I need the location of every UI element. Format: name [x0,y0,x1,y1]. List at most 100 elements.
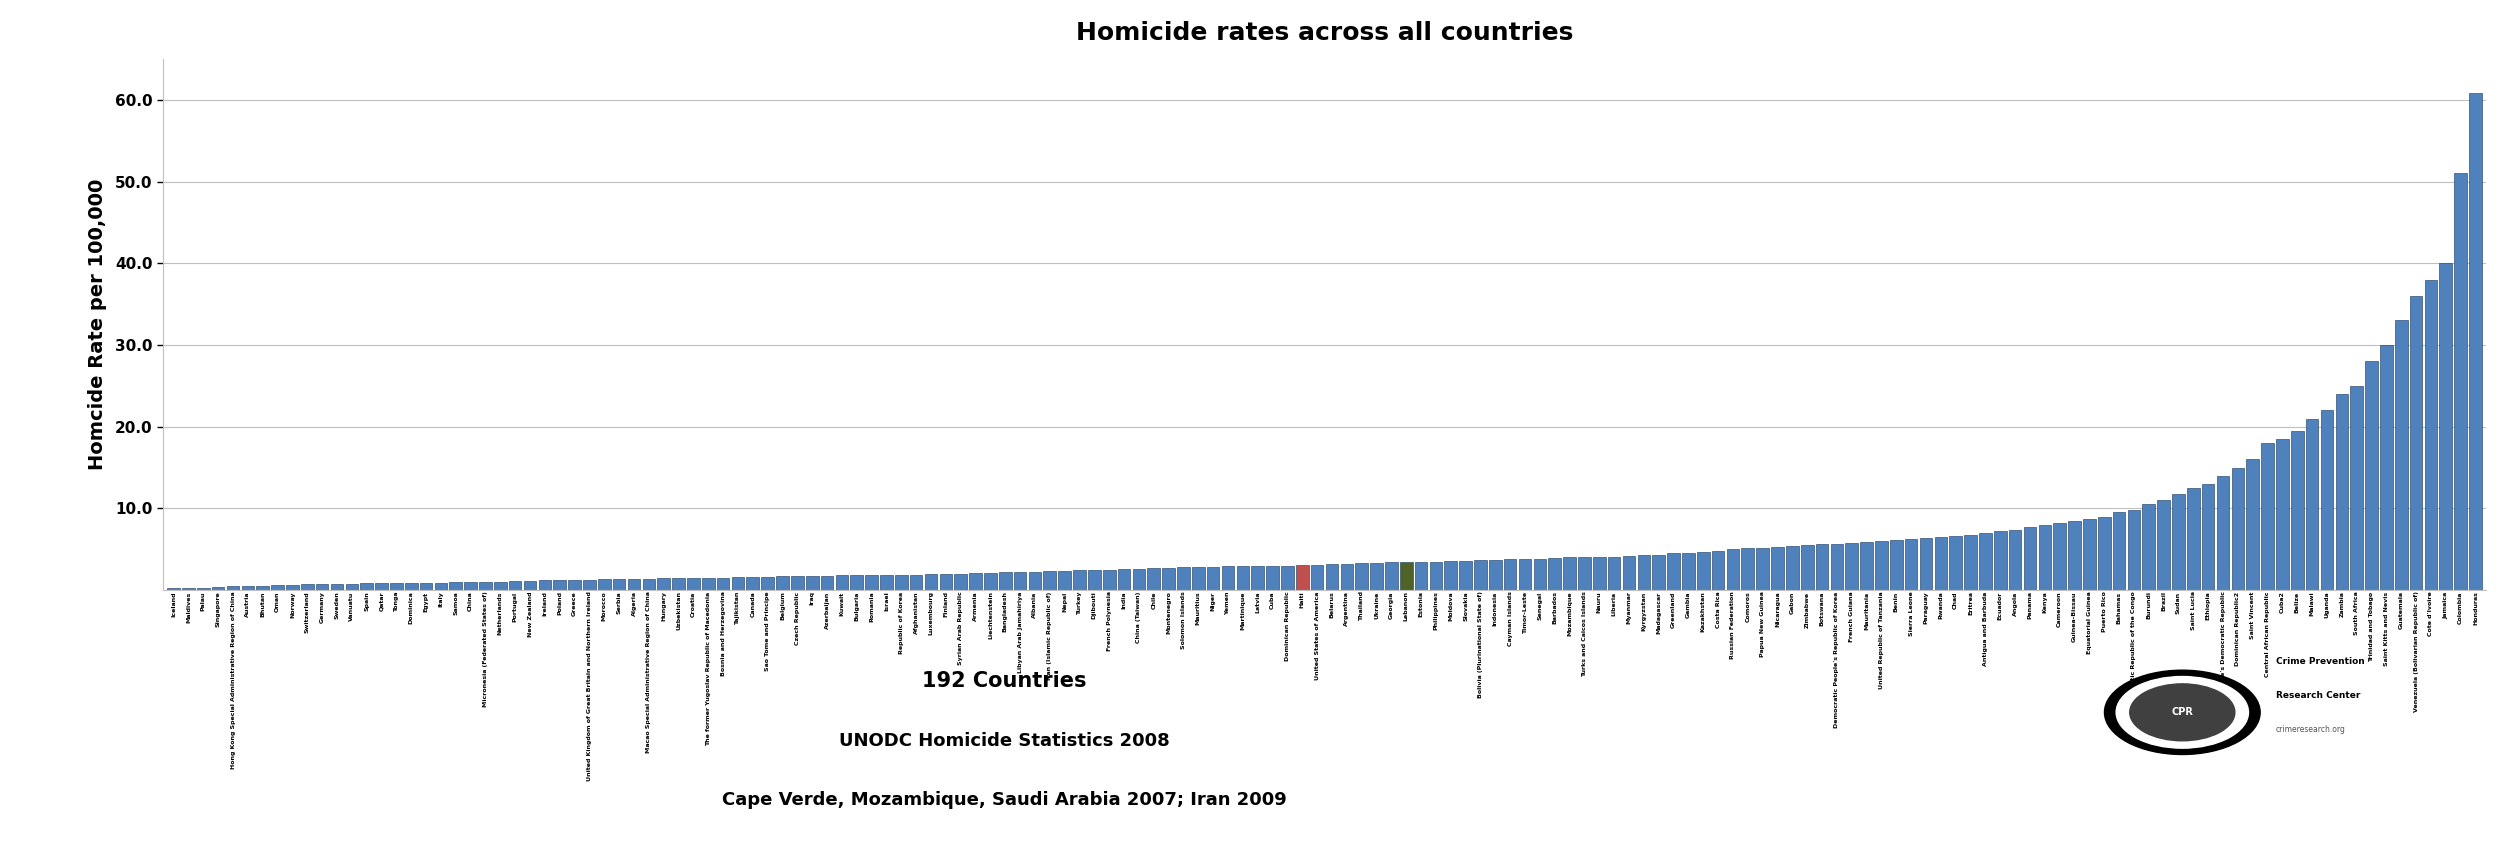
Bar [2112,513,2124,590]
Bar [1800,545,1813,590]
Bar [776,577,788,590]
Bar [1743,549,1755,590]
Bar [495,582,507,590]
Bar [1770,547,1783,590]
Bar [256,586,269,590]
Bar [746,577,758,590]
Bar [226,586,239,590]
Bar [434,583,447,590]
Bar [1459,561,1471,590]
Bar [821,577,834,590]
Bar [2172,494,2185,590]
Bar [2380,345,2393,590]
Bar [1014,572,1027,590]
Bar [1132,569,1145,590]
Bar [1444,561,1456,590]
Bar [2275,439,2288,590]
Bar [2305,418,2318,590]
Bar [2365,362,2378,590]
Text: UNODC Homicide Statistics 2008: UNODC Homicide Statistics 2008 [839,732,1170,750]
Bar [525,581,537,590]
Bar [1030,572,1042,590]
Bar [2441,263,2453,590]
Bar [1193,567,1205,590]
Bar [1489,560,1502,590]
Bar [1949,536,1961,590]
Circle shape [2129,684,2235,741]
Bar [2039,524,2051,590]
Text: Crime Prevention: Crime Prevention [2275,658,2365,666]
Bar [196,588,208,590]
Bar [1785,546,1798,590]
Bar [1964,535,1976,590]
Bar [419,583,432,590]
Bar [2009,529,2021,590]
Bar [731,577,743,590]
Bar [316,583,329,590]
Title: Homicide rates across all countries: Homicide rates across all countries [1075,20,1574,45]
Y-axis label: Homcide Rate per 100,000: Homcide Rate per 100,000 [88,179,108,470]
Bar [598,579,610,590]
Bar [1401,562,1414,590]
Bar [1414,561,1426,590]
Bar [2411,296,2423,590]
Bar [954,574,967,590]
Bar [465,582,477,590]
Bar [2217,475,2230,590]
Bar [1235,566,1248,590]
Bar [1534,559,1547,590]
Bar [1102,570,1115,590]
Bar [1933,537,1946,590]
Bar [2187,488,2200,590]
Bar [331,583,344,590]
Bar [1311,565,1323,590]
Bar [1831,544,1843,590]
Bar [1906,540,1918,590]
Text: crimeresearch.org: crimeresearch.org [2275,725,2345,733]
Bar [688,577,701,590]
Bar [2097,518,2112,590]
Bar [583,580,595,590]
Bar [241,586,254,590]
Bar [999,572,1012,590]
Bar [1921,538,1933,590]
Bar [2142,504,2154,590]
Bar [1072,571,1085,590]
Bar [1994,531,2006,590]
Bar [2350,386,2363,590]
Bar [2335,394,2348,590]
Bar [894,575,906,590]
Bar [1326,564,1338,590]
Bar [347,583,359,590]
Bar [1891,540,1903,590]
Bar [211,587,223,590]
Bar [1281,566,1293,590]
Bar [2290,431,2303,590]
Bar [2054,524,2067,590]
Bar [1356,563,1368,590]
Bar [1861,542,1873,590]
Bar [1057,572,1072,590]
Bar [1178,567,1190,590]
Bar [480,582,492,590]
Bar [1697,551,1710,590]
Bar [1474,560,1487,590]
Bar [1637,555,1650,590]
Text: 192 Countries: 192 Countries [922,671,1087,691]
Bar [1713,550,1725,590]
Bar [866,576,879,590]
Bar [2232,468,2245,590]
Bar [362,583,374,590]
Text: Cape Verde, Mozambique, Saudi Arabia 2007; Iran 2009: Cape Verde, Mozambique, Saudi Arabia 200… [723,791,1286,809]
Bar [2069,521,2082,590]
Bar [2426,280,2438,590]
Bar [404,583,417,590]
Circle shape [2117,676,2247,749]
Bar [1296,565,1308,590]
Bar [836,576,849,590]
Bar [1371,563,1384,590]
Bar [806,577,819,590]
Bar [924,574,937,590]
Bar [1876,541,1888,590]
Bar [1519,559,1532,590]
